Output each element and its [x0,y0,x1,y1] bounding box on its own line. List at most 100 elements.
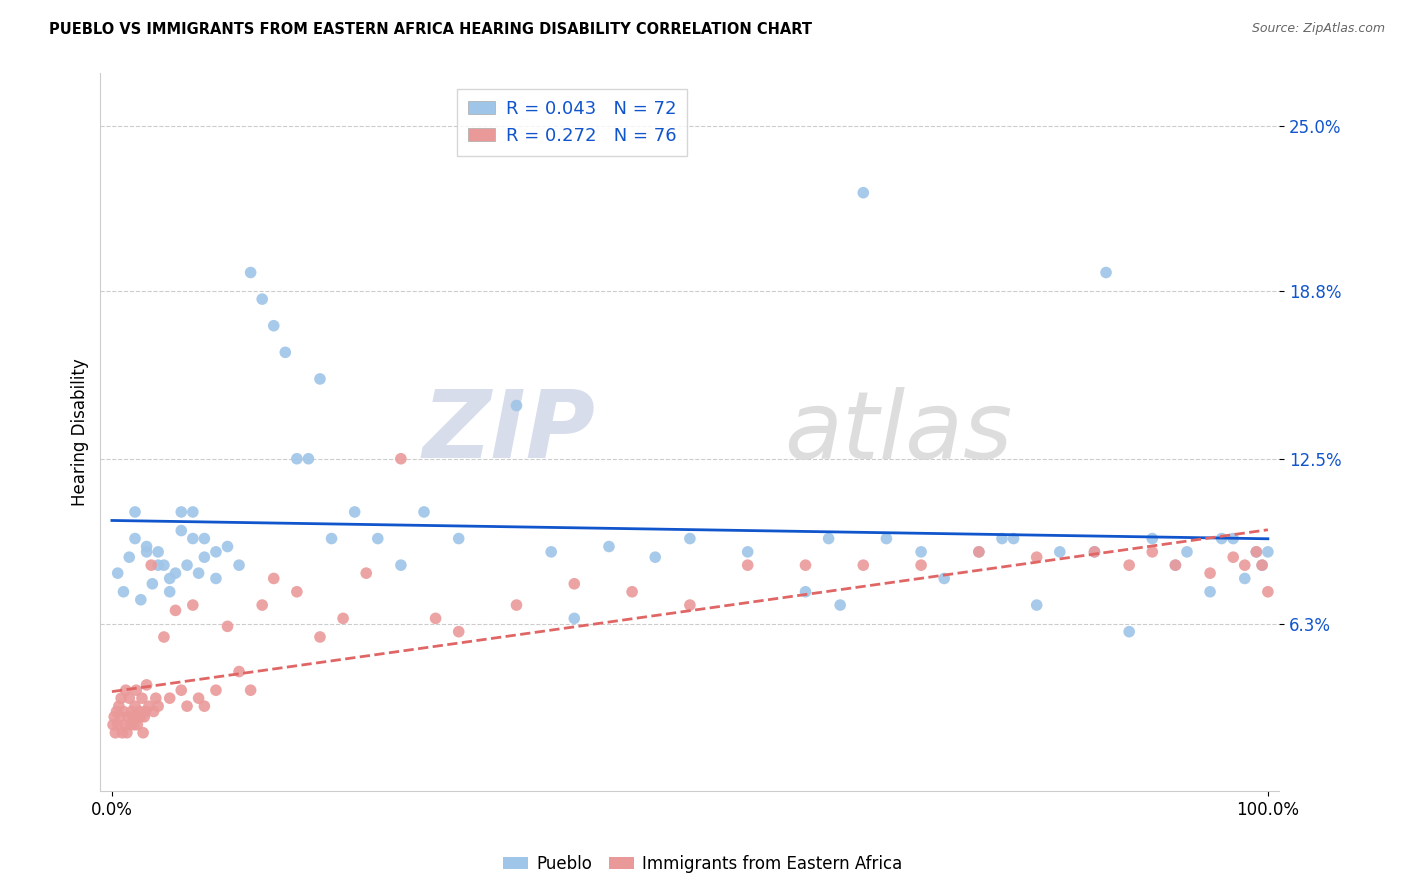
Point [107,566,129,581]
Point [127,718,149,732]
Point [967,545,990,559]
Point [679,598,702,612]
Point [205,572,228,586]
Point [737,558,759,573]
Point [644,550,666,565]
Legend: R = 0.043   N = 72, R = 0.272   N = 76: R = 0.043 N = 72, R = 0.272 N = 76 [457,89,688,156]
Point [540,545,562,559]
Point [112,705,135,719]
Point [176,699,198,714]
Point [1211,532,1233,546]
Point [852,558,875,573]
Point [1175,545,1198,559]
Point [128,710,150,724]
Point [112,584,135,599]
Point [121,710,143,724]
Point [263,318,285,333]
Point [1025,550,1047,565]
Point [967,545,990,559]
Point [103,710,125,724]
Point [114,683,136,698]
Point [447,624,470,639]
Point [354,566,377,581]
Point [505,399,527,413]
Point [217,619,239,633]
Point [170,505,193,519]
Point [115,725,138,739]
Point [991,532,1014,546]
Point [285,451,308,466]
Point [114,718,136,732]
Point [108,710,131,724]
Point [170,683,193,698]
Point [129,592,152,607]
Point [1222,550,1244,565]
Point [187,691,209,706]
Point [131,691,153,706]
Point [117,710,139,724]
Point [104,725,127,739]
Point [142,705,165,719]
Point [121,705,143,719]
Point [134,705,156,719]
Point [1118,624,1140,639]
Point [159,691,181,706]
Point [141,558,163,573]
Point [1222,532,1244,546]
Point [1199,566,1222,581]
Point [129,710,152,724]
Point [146,699,169,714]
Point [413,505,436,519]
Point [181,598,204,612]
Point [159,584,181,599]
Point [108,699,131,714]
Point [124,532,146,546]
Point [1246,545,1268,559]
Point [794,558,817,573]
Point [505,598,527,612]
Text: PUEBLO VS IMMIGRANTS FROM EASTERN AFRICA HEARING DISABILITY CORRELATION CHART: PUEBLO VS IMMIGRANTS FROM EASTERN AFRICA… [49,22,813,37]
Point [1257,584,1279,599]
Point [934,572,956,586]
Point [170,524,193,538]
Point [120,718,142,732]
Point [138,699,160,714]
Point [263,572,285,586]
Point [135,678,157,692]
Point [118,550,141,565]
Point [111,725,134,739]
Point [1142,545,1164,559]
Point [794,584,817,599]
Point [679,532,702,546]
Point [598,540,620,554]
Point [101,718,124,732]
Y-axis label: Hearing Disability: Hearing Disability [72,359,89,506]
Text: Source: ZipAtlas.com: Source: ZipAtlas.com [1251,22,1385,36]
Point [1002,532,1025,546]
Point [153,558,176,573]
Point [367,532,389,546]
Point [1164,558,1187,573]
Point [205,545,228,559]
Point [389,451,412,466]
Text: ZIP: ZIP [423,386,596,478]
Point [135,545,157,559]
Point [1233,558,1256,573]
Point [124,699,146,714]
Point [737,545,759,559]
Point [250,292,273,306]
Point [107,718,129,732]
Point [239,266,262,280]
Point [817,532,839,546]
Point [1118,558,1140,573]
Point [181,505,204,519]
Point [205,683,228,698]
Point [562,611,585,625]
Point [228,558,250,573]
Point [332,611,354,625]
Point [146,558,169,573]
Point [176,558,198,573]
Point [309,630,332,644]
Point [562,576,585,591]
Point [159,572,181,586]
